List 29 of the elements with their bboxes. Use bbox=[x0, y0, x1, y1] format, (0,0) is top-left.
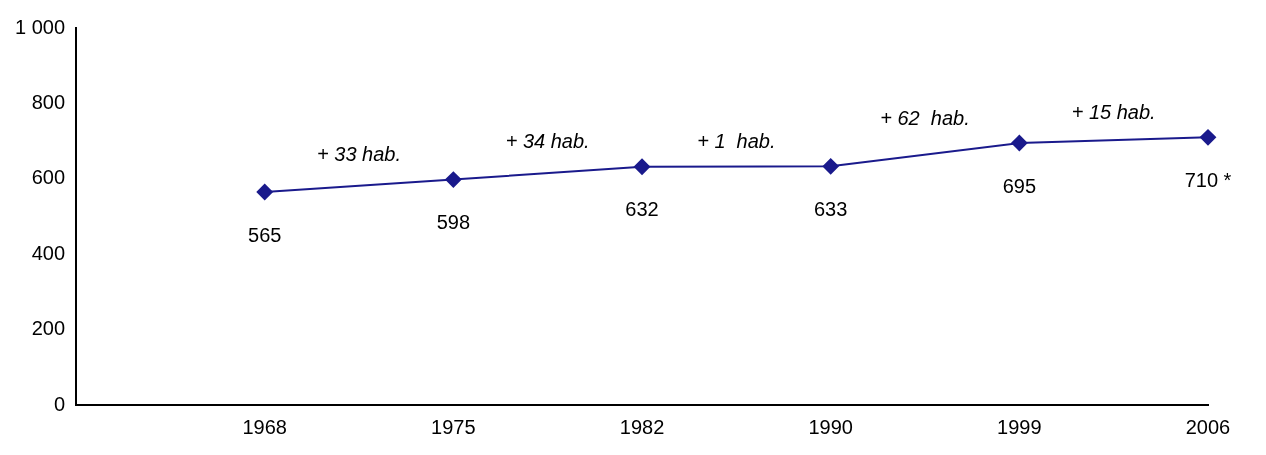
annotation: + 33 hab. bbox=[317, 143, 402, 166]
data-label: 598 bbox=[436, 211, 471, 234]
x-tick-label: 1975 bbox=[431, 415, 476, 438]
annotation: + 1 hab. bbox=[697, 129, 776, 152]
y-tick-label: 0 bbox=[53, 392, 66, 415]
annotation: + 34 hab. bbox=[505, 130, 590, 153]
point bbox=[1011, 134, 1028, 151]
point bbox=[445, 171, 462, 188]
annotation: + 15 hab. bbox=[1071, 100, 1156, 123]
point bbox=[634, 158, 651, 175]
point bbox=[822, 158, 839, 175]
x-tick-label: 1990 bbox=[808, 415, 853, 438]
data-label: 695 bbox=[1002, 174, 1037, 197]
y-tick-label: 400 bbox=[31, 241, 66, 264]
x-tick-label: 2006 bbox=[1185, 415, 1231, 438]
y-tick-label: 800 bbox=[31, 90, 66, 113]
point bbox=[1200, 129, 1216, 146]
annotation: + 62 hab. bbox=[880, 106, 970, 129]
x-tick-label: 1982 bbox=[619, 415, 665, 438]
data-label: 710 * bbox=[1184, 168, 1232, 191]
y-tick-label: 200 bbox=[31, 317, 66, 340]
y-tick-label: 1 000 bbox=[14, 15, 66, 38]
data-label: 633 bbox=[814, 197, 848, 220]
data-label: 565 bbox=[248, 223, 282, 246]
x-tick-label: 1999 bbox=[997, 415, 1042, 438]
y-tick-label: 600 bbox=[31, 166, 66, 189]
x-tick-label: 1968 bbox=[242, 415, 287, 438]
point bbox=[256, 184, 273, 200]
data-label: 632 bbox=[625, 198, 659, 221]
